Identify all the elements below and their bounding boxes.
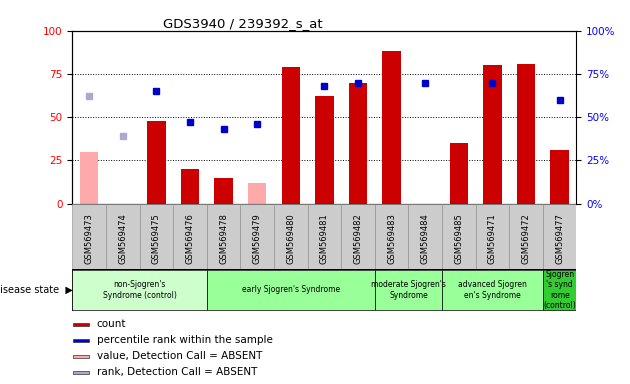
Text: rank, Detection Call = ABSENT: rank, Detection Call = ABSENT [97,367,257,377]
Text: value, Detection Call = ABSENT: value, Detection Call = ABSENT [97,351,262,361]
Text: GSM569483: GSM569483 [387,214,396,264]
Text: GSM569472: GSM569472 [522,214,530,264]
Bar [382,51,401,204]
Bar [73,323,89,326]
Bar [147,121,166,204]
Bar [375,270,442,310]
Text: early Sjogren's Syndrome: early Sjogren's Syndrome [242,285,340,295]
Text: count: count [97,319,126,329]
Text: GSM569476: GSM569476 [186,214,195,264]
Bar [543,204,576,269]
Bar [315,96,334,204]
Bar [181,169,199,204]
Bar [73,371,89,374]
Bar [173,204,207,269]
Text: GSM569484: GSM569484 [421,214,430,264]
Bar [248,183,266,204]
Text: GSM569479: GSM569479 [253,214,261,264]
Bar [274,204,307,269]
Text: non-Sjogren's
Syndrome (control): non-Sjogren's Syndrome (control) [103,280,176,300]
Text: GSM569475: GSM569475 [152,214,161,264]
Bar [408,204,442,269]
Bar [483,65,501,204]
Text: moderate Sjogren's
Syndrome: moderate Sjogren's Syndrome [371,280,446,300]
Bar [442,204,476,269]
Bar [476,204,509,269]
Text: GDS3940 / 239392_s_at: GDS3940 / 239392_s_at [163,17,323,30]
Bar [375,204,408,269]
Text: GSM569480: GSM569480 [287,214,295,264]
Bar [241,204,274,269]
Bar [282,67,300,204]
Text: advanced Sjogren
en's Syndrome: advanced Sjogren en's Syndrome [458,280,527,300]
Text: GSM569482: GSM569482 [353,214,362,264]
Bar [349,83,367,204]
Text: GSM569477: GSM569477 [555,214,564,264]
Text: disease state  ▶: disease state ▶ [0,285,72,295]
Bar [543,270,576,310]
Bar [307,204,341,269]
Text: GSM569478: GSM569478 [219,214,228,264]
Bar [207,270,375,310]
Text: GSM569474: GSM569474 [118,214,127,264]
Bar [106,204,140,269]
Bar [207,204,241,269]
Text: GSM569473: GSM569473 [85,214,94,264]
Text: percentile rank within the sample: percentile rank within the sample [97,335,273,345]
Bar [341,204,375,269]
Bar [73,355,89,358]
Bar [450,143,468,204]
Bar [517,64,536,204]
Text: GSM569481: GSM569481 [320,214,329,264]
Bar [73,339,89,342]
Bar [140,204,173,269]
Bar [442,270,543,310]
Bar [509,204,543,269]
Text: Sjogren
's synd
rome
(control): Sjogren 's synd rome (control) [543,270,576,310]
Text: GSM569485: GSM569485 [454,214,463,264]
Text: GSM569471: GSM569471 [488,214,497,264]
Bar [72,270,207,310]
Bar [72,204,106,269]
Bar [214,178,233,204]
Bar [80,152,98,204]
Bar [551,150,569,204]
